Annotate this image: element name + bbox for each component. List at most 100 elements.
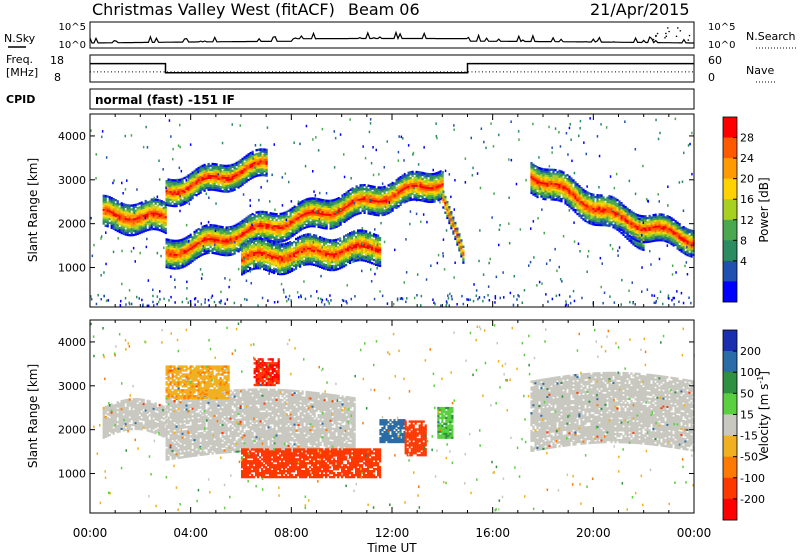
power-cell xyxy=(409,180,412,184)
power-cell xyxy=(317,221,320,225)
power-cell xyxy=(301,202,304,205)
power-cell xyxy=(311,223,314,226)
power-cell xyxy=(307,215,310,218)
power-cell xyxy=(536,187,539,191)
power-cell xyxy=(450,227,453,230)
power-cell xyxy=(239,169,242,172)
power-cell xyxy=(594,203,597,207)
power-cell xyxy=(351,241,354,244)
power-cell xyxy=(339,217,342,220)
power-cell xyxy=(130,220,133,223)
power-cell xyxy=(574,201,577,204)
power-cell xyxy=(299,265,302,268)
power-cell xyxy=(183,176,186,180)
power-cell xyxy=(104,206,107,210)
power-cell xyxy=(201,227,204,231)
power-cell xyxy=(245,172,248,175)
power-cell xyxy=(253,255,256,258)
power-cell xyxy=(401,192,404,195)
power-cell xyxy=(307,211,310,214)
power-cell xyxy=(566,174,569,177)
power-cell xyxy=(309,257,312,260)
power-cell xyxy=(231,163,234,167)
power-cell xyxy=(423,197,426,201)
power-cell xyxy=(189,239,192,242)
power-cell xyxy=(606,204,609,207)
power-cell xyxy=(313,239,316,243)
power-cell xyxy=(112,199,115,203)
power-cell xyxy=(130,222,133,225)
power-cell xyxy=(371,211,374,214)
power-cell xyxy=(169,190,172,193)
power-cell xyxy=(321,226,324,229)
power-cell xyxy=(321,216,324,220)
power-cell xyxy=(373,235,376,238)
power-cell xyxy=(598,219,601,223)
power-cell xyxy=(604,214,607,217)
power-cell xyxy=(193,256,196,259)
power-cell xyxy=(217,185,220,188)
power-cell xyxy=(369,261,372,264)
power-cell xyxy=(281,232,284,235)
power-cell xyxy=(243,177,246,181)
power-cell xyxy=(171,204,174,208)
power-cell xyxy=(249,169,252,172)
power-cell xyxy=(223,166,226,170)
power-cell xyxy=(301,240,304,244)
power-cell xyxy=(574,193,577,196)
power-cell xyxy=(205,228,208,231)
power-cell xyxy=(383,199,386,202)
power-cell xyxy=(319,265,322,269)
power-cell xyxy=(265,229,268,232)
power-cell xyxy=(594,217,597,220)
power-cell xyxy=(401,180,404,183)
power-cell xyxy=(255,259,258,262)
power-cell xyxy=(359,184,362,187)
power-cell xyxy=(219,251,222,254)
power-cell xyxy=(299,219,302,222)
power-cell xyxy=(580,192,583,196)
power-cell xyxy=(110,200,113,204)
power-cell xyxy=(185,264,188,267)
power-cell xyxy=(321,256,324,259)
power-cell xyxy=(195,182,198,185)
power-cell xyxy=(389,189,392,192)
power-cell xyxy=(173,251,176,254)
power-cell xyxy=(261,251,264,254)
power-cell xyxy=(128,204,131,207)
power-cell xyxy=(433,178,436,181)
power-cell xyxy=(321,214,324,218)
power-cell xyxy=(319,220,322,223)
power-cell xyxy=(295,214,298,217)
power-cell xyxy=(134,229,137,232)
power-cell xyxy=(213,232,216,235)
power-cell xyxy=(375,209,378,213)
power-cell xyxy=(195,178,198,181)
power-cell xyxy=(570,185,573,188)
power-cell xyxy=(297,254,300,257)
power-cell xyxy=(277,220,280,224)
power-cell xyxy=(277,266,280,270)
power-cell xyxy=(183,182,186,186)
power-cell xyxy=(221,228,224,231)
power-cell xyxy=(249,239,252,242)
power-cell xyxy=(285,260,288,263)
power-cell xyxy=(181,252,184,255)
power-cell xyxy=(446,200,449,204)
power-cell xyxy=(134,219,137,222)
power-cell xyxy=(261,154,264,157)
power-cell xyxy=(279,255,282,258)
power-cell xyxy=(331,251,334,254)
power-cell xyxy=(303,220,306,224)
power-cell xyxy=(179,180,182,183)
power-cell xyxy=(185,191,188,194)
power-cell xyxy=(235,243,238,246)
power-cell xyxy=(195,249,198,252)
power-cell xyxy=(165,240,168,243)
power-cell xyxy=(441,175,444,178)
power-cell xyxy=(140,217,143,220)
power-cell xyxy=(177,180,180,184)
power-cell xyxy=(608,201,611,204)
power-cell xyxy=(249,153,252,157)
power-cell xyxy=(568,177,571,180)
